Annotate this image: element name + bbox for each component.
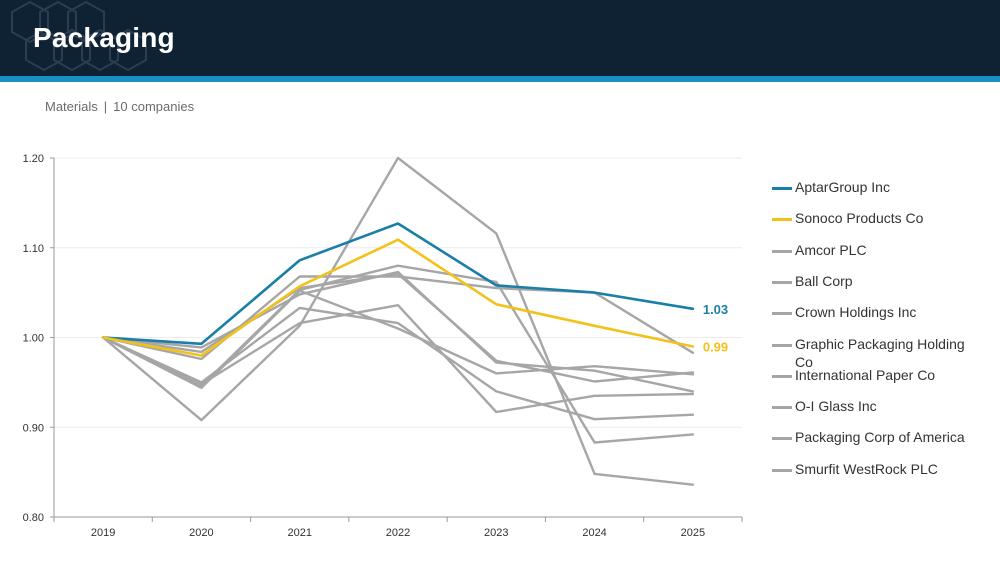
series-line-aptargroup-inc	[101, 222, 695, 346]
legend-item: Amcor PLC	[772, 241, 992, 269]
legend-swatch	[772, 249, 792, 253]
legend-swatch	[772, 406, 792, 410]
series-line-ball-corp	[101, 156, 695, 486]
company-count: 10 companies	[113, 99, 195, 114]
y-tick-label: 1.20	[23, 153, 44, 165]
series-line-smurfit-westrock-plc	[101, 289, 695, 389]
y-tick-label: 0.90	[23, 422, 44, 434]
subtitle-separator: |	[103, 99, 108, 114]
series-line-crown-holdings-inc	[101, 264, 695, 444]
x-tick-label: 2023	[484, 527, 508, 539]
legend-item: Graphic Packaging Holding Co	[772, 335, 992, 370]
page-subtitle: Materials | 10 companies	[45, 99, 194, 114]
legend-swatch	[772, 468, 792, 472]
y-tick-label: 1.00	[23, 333, 44, 345]
legend-label: Ball Corp	[795, 272, 853, 289]
header-accent-stripe	[0, 76, 1000, 82]
legend-label: Crown Holdings Inc	[795, 304, 917, 321]
legend-item: O-I Glass Inc	[772, 397, 992, 425]
x-tick-label: 2022	[386, 527, 410, 539]
x-tick-label: 2025	[681, 527, 705, 539]
series-line-international-paper-co	[101, 272, 695, 383]
legend-swatch	[772, 187, 792, 190]
header-bar: Packaging	[0, 0, 1000, 76]
series-line-o-i-glass-inc	[101, 306, 695, 421]
series-line-packaging-corp-of-america	[101, 304, 695, 414]
x-tick-label: 2024	[582, 527, 606, 539]
legend-label: Amcor PLC	[795, 241, 867, 258]
legend-label: International Paper Co	[795, 366, 936, 383]
x-tick-label: 2020	[189, 527, 213, 539]
legend-item: Packaging Corp of America	[772, 428, 992, 456]
legend-label: Sonoco Products Co	[795, 210, 924, 227]
legend-item: Smurfit WestRock PLC	[772, 460, 992, 488]
legend-label: O-I Glass Inc	[795, 398, 877, 415]
legend-item: AptarGroup Inc	[772, 178, 992, 206]
x-tick-label: 2019	[91, 527, 115, 539]
x-tick-label: 2021	[287, 527, 311, 539]
legend-swatch	[772, 437, 792, 441]
legend-item: Sonoco Products Co	[772, 209, 992, 237]
legend-item: Crown Holdings Inc	[772, 303, 992, 331]
end-value-label: 1.03	[703, 302, 728, 317]
legend-swatch	[772, 343, 792, 347]
end-value-label: 0.99	[703, 339, 728, 354]
legend-label: Smurfit WestRock PLC	[795, 460, 938, 477]
hexagon-pattern-icon	[11, 0, 147, 72]
legend-label: Packaging Corp of America	[795, 429, 965, 446]
series-line-graphic-packaging-holding-co	[101, 270, 695, 393]
legend-item: Ball Corp	[772, 272, 992, 300]
page-title: Packaging	[33, 22, 175, 53]
legend-label: AptarGroup Inc	[795, 179, 890, 195]
legend-swatch	[772, 374, 792, 378]
series-line-sonoco-products-co	[101, 238, 695, 357]
legend-swatch	[772, 218, 792, 222]
sector-label: Materials	[45, 99, 98, 114]
y-tick-label: 1.10	[23, 243, 44, 255]
y-tick-label: 0.80	[23, 512, 44, 524]
legend-item: International Paper Co	[772, 366, 992, 394]
legend-swatch	[772, 312, 792, 316]
legend-label: Graphic Packaging Holding Co	[795, 335, 965, 370]
legend-swatch	[772, 280, 792, 284]
